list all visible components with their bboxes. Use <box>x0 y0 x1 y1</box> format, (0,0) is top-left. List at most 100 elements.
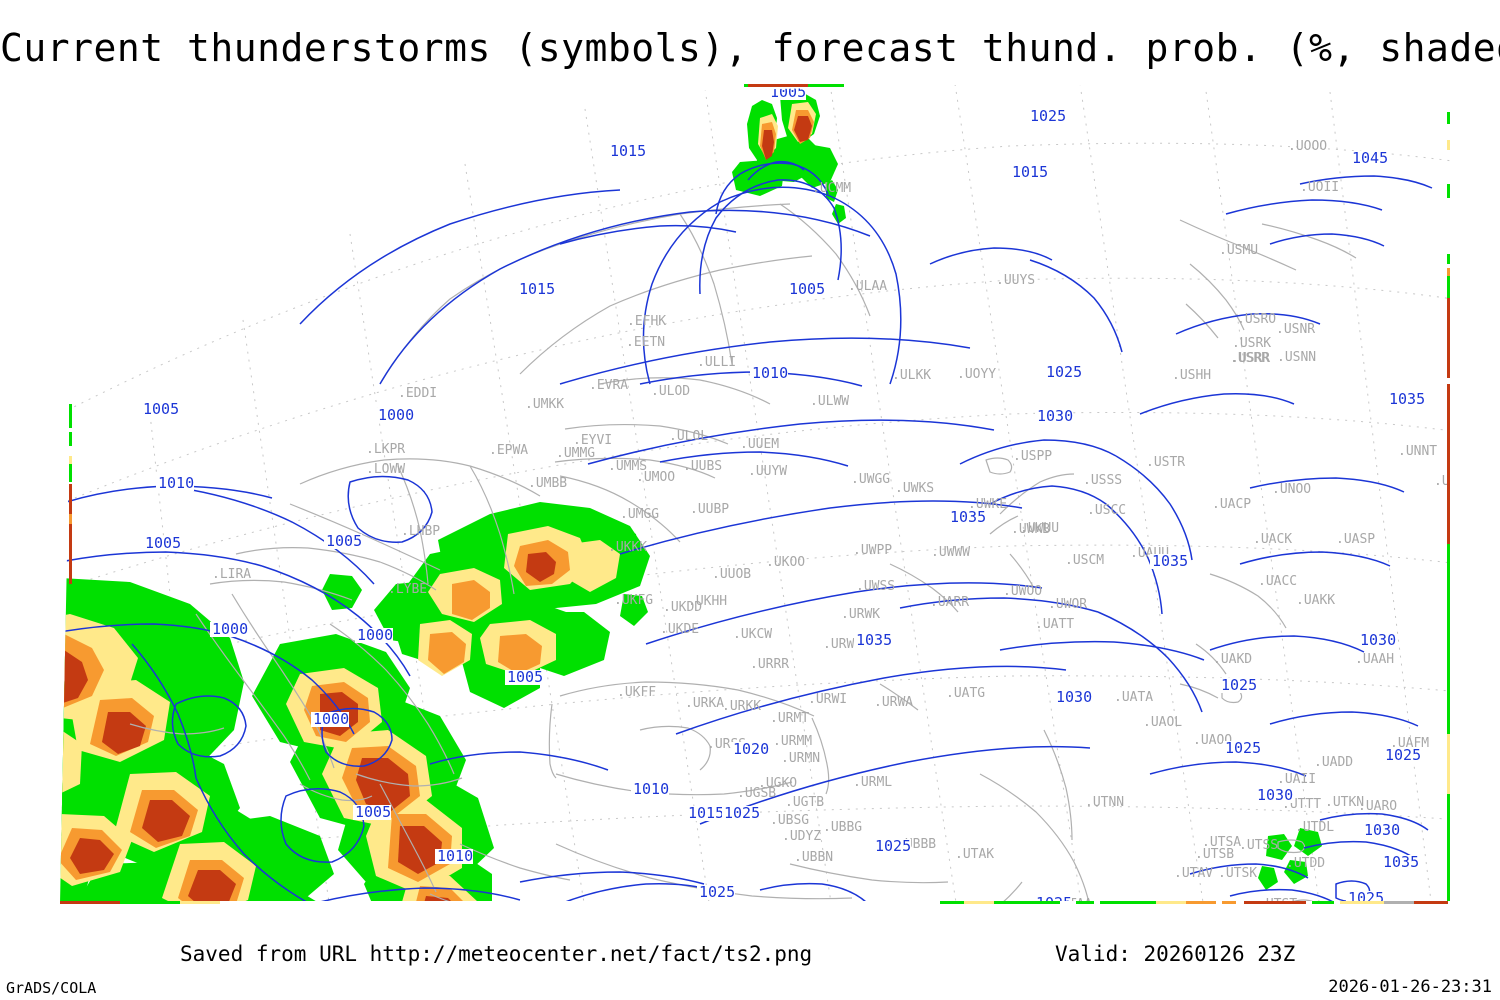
isobar-label-backdrop <box>143 536 181 551</box>
station-label: .URKA <box>685 696 724 711</box>
generation-timestamp: 2026-01-26-23:31 <box>1328 977 1492 997</box>
isobar-label-backdrop <box>686 806 724 821</box>
map-canvas[interactable]: .UCMM .ULAA .UUYS .USMU .UOOO .UOII .EFHK .EETN… <box>0 84 1500 912</box>
isobar-label-backdrop <box>435 849 473 864</box>
isobar-label: 1035 <box>950 508 986 526</box>
isobar-label: 1005 <box>326 532 362 550</box>
station-label: .ULLI <box>697 355 736 370</box>
station-label: .UAOL <box>1143 715 1182 730</box>
station-label: .UAOO <box>1193 733 1232 748</box>
isobar-label: 1005 <box>355 803 391 821</box>
station-label: .URWI <box>808 692 847 707</box>
station-label: .UKDD <box>663 600 702 615</box>
isobar-label: 1010 <box>158 474 194 492</box>
isobar-label: 1010 <box>437 847 473 865</box>
isobar-label-backdrop <box>1387 392 1425 407</box>
station-label: .UTST <box>1258 897 1297 912</box>
isobar-label-backdrop <box>1028 109 1066 124</box>
isobar-label-backdrop <box>1255 788 1293 803</box>
station-label: .UUOB <box>712 567 751 582</box>
isobar-label-backdrop <box>722 806 760 821</box>
isobar-label: 1035 <box>1389 390 1425 408</box>
station-label: .UAKK <box>1296 593 1335 608</box>
isobar-label-backdrop <box>1054 690 1092 705</box>
isobar-label-backdrop <box>1034 896 1072 904</box>
station-label: .UAAH <box>1355 652 1394 667</box>
station-label: .UMMG <box>556 446 595 461</box>
station-label: .UNBB <box>1434 474 1473 489</box>
station-label: .UMBB <box>528 476 567 491</box>
isobar-label-backdrop <box>1150 554 1188 569</box>
isobar-label: 1015 <box>1012 163 1048 181</box>
isobar-label-backdrop <box>1383 748 1421 763</box>
station-label: .UARO <box>1358 799 1397 814</box>
station-label: .UNOO <box>1272 482 1311 497</box>
station-label: .UTDD <box>1286 856 1325 871</box>
station-label: .ULKK <box>892 368 931 383</box>
station-label: .URRR <box>750 657 789 672</box>
station-label: .UNNT <box>1398 444 1437 459</box>
station-label: .UACC <box>1258 574 1297 589</box>
station-label: .UMKK <box>525 397 564 412</box>
station-label: .EPWA <box>489 443 528 458</box>
station-label: .UKFG <box>614 593 653 608</box>
station-label: .UKDE <box>660 622 699 637</box>
isobar-label: 1035 <box>856 631 892 649</box>
station-label: .UCMM <box>812 181 851 196</box>
isobar-label-backdrop <box>355 628 393 643</box>
isobar-label: 1020 <box>733 740 769 758</box>
isobar-label-backdrop <box>353 805 391 820</box>
station-label: .ULWW <box>810 394 849 409</box>
station-label: .USHH <box>1172 368 1211 383</box>
isobar-label-backdrop <box>1381 855 1419 870</box>
isobar-label: 1035 <box>1152 552 1188 570</box>
station-label: .UBBG <box>823 820 862 835</box>
isobar-label: 1025 <box>1036 894 1072 912</box>
station-label: .URKK <box>722 699 761 714</box>
isobar-label: 1030 <box>1037 407 1073 425</box>
isobar-label: 1030 <box>1364 821 1400 839</box>
station-label: .UASP <box>1336 532 1375 547</box>
station-label: .ULOD <box>651 384 690 399</box>
isobar-label: 1005 <box>789 280 825 298</box>
station-label: .UWKS <box>895 481 934 496</box>
isobar-label-backdrop <box>156 476 194 491</box>
station-label: .UGSB <box>737 786 776 801</box>
station-label: .USNR <box>1276 322 1315 337</box>
station-label: .UWOR <box>1048 597 1087 612</box>
page-title: Current thunderstorms (symbols), forecas… <box>0 26 1500 70</box>
station-label: .UTAA <box>1053 897 1092 912</box>
isobar-label-backdrop <box>517 282 555 297</box>
weather-map-panel[interactable]: .UCMM .ULAA .UUYS .USMU .UOOO .UOII .EFHK .EETN… <box>0 84 1500 912</box>
isobar-label-backdrop <box>1044 365 1082 380</box>
isobar-label: 1045 <box>1352 149 1388 167</box>
isobar-label: 1025 <box>1030 107 1066 125</box>
station-label: .USRK <box>1232 336 1271 351</box>
station-label: .EDDI <box>398 386 437 401</box>
station-label: .ULAA <box>848 279 887 294</box>
isobar-label-backdrop <box>750 366 788 381</box>
isobar-label-backdrop <box>731 742 769 757</box>
isobar-label-backdrop <box>1010 165 1048 180</box>
station-label: .UWSS <box>856 579 895 594</box>
station-label: .UARR <box>930 595 969 610</box>
station-label: .UADD <box>1314 755 1353 770</box>
isobar-label-backdrop <box>854 633 892 648</box>
isobar-layer <box>60 160 1433 904</box>
isobar-label: 1025 <box>699 883 735 901</box>
station-label: .USRO <box>1237 312 1276 327</box>
isobar-label: 1030 <box>1056 688 1092 706</box>
isobar-label-backdrop <box>1358 633 1396 648</box>
station-label: .UTAK <box>955 847 994 862</box>
isobar-label-backdrop <box>631 782 669 797</box>
isobar-label: 1025 <box>1221 676 1257 694</box>
station-label: .UKFF <box>617 685 656 700</box>
station-label: .UUEM <box>740 437 779 452</box>
isobar-label: 1000 <box>378 406 414 424</box>
station-label-layer: .UCMM .ULAA .UUYS .USMU .UOOO .UOII .EFHK .EETN… <box>212 139 1473 912</box>
isobar-label: 1025 <box>1225 739 1261 757</box>
isobar-label: 1005 <box>143 400 179 418</box>
station-label: .LOWW <box>366 462 405 477</box>
station-label: .UBBN <box>794 850 833 865</box>
isobar-label: 1015 <box>610 142 646 160</box>
